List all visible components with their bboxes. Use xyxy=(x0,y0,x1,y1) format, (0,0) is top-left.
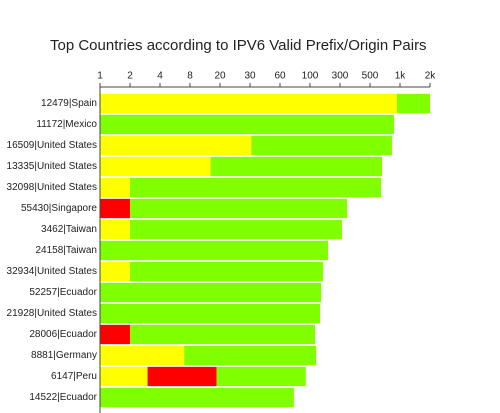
y-tick-label: 28006|Ecuador xyxy=(29,329,97,340)
y-tick-label: 14522|Ecuador xyxy=(29,392,97,403)
y-tick-label: 12479|Spain xyxy=(41,98,97,109)
bar-segment xyxy=(251,135,392,156)
y-tick-label: 3462|Taiwan xyxy=(41,224,97,235)
y-tick-label: 55430|Singapore xyxy=(21,203,97,214)
bar-segment xyxy=(100,345,185,366)
bar-segment xyxy=(100,282,322,303)
bar-segment xyxy=(100,135,252,156)
x-tick-label: 500 xyxy=(362,71,379,82)
x-tick-label: 2k xyxy=(425,71,437,82)
bar-segment xyxy=(210,156,383,177)
x-tick-label: 1k xyxy=(395,71,407,82)
y-tick-label: 32934|United States xyxy=(7,266,97,277)
bar-segment xyxy=(130,177,382,198)
bar-segment xyxy=(100,93,397,114)
y-tick-label: 32098|United States xyxy=(7,182,97,193)
x-tick-label: 4 xyxy=(157,71,163,82)
y-tick-label: 16509|United States xyxy=(7,140,97,151)
x-tick-label: 300 xyxy=(332,71,349,82)
y-tick-label: 13335|United States xyxy=(7,161,97,172)
x-tick-label: 1 xyxy=(97,71,103,82)
y-tick-label: 6147|Peru xyxy=(51,371,97,382)
bar-segment xyxy=(100,114,394,135)
bar-segment xyxy=(130,324,315,345)
y-tick-label: 21928|United States xyxy=(7,308,97,319)
y-tick-label: 8881|Germany xyxy=(31,350,97,361)
x-tick-label: 100 xyxy=(302,71,319,82)
x-tick-label: 2 xyxy=(127,71,133,82)
x-tick-label: 20 xyxy=(214,71,226,82)
bar-segment xyxy=(216,366,306,387)
bar-segment xyxy=(100,177,130,198)
bar-segment xyxy=(100,156,211,177)
x-tick-label: 60 xyxy=(274,71,286,82)
bar-segment xyxy=(100,387,294,408)
bar-segment xyxy=(100,261,130,282)
bar-segment xyxy=(184,345,317,366)
bar-segment xyxy=(100,219,130,240)
bar-segment xyxy=(396,93,430,114)
bar-segment xyxy=(147,366,217,387)
bar-segment xyxy=(130,219,342,240)
bar-segment xyxy=(100,198,130,219)
y-tick-label: 52257|Ecuador xyxy=(29,287,97,298)
y-tick-label: 24158|Taiwan xyxy=(35,245,97,256)
bar-segment xyxy=(130,198,348,219)
bar-segment xyxy=(100,303,320,324)
bar-segment xyxy=(100,240,328,261)
bar-segment xyxy=(100,324,130,345)
y-tick-label: 11172|Mexico xyxy=(36,119,97,130)
chart-title: Top Countries according to IPV6 Valid Pr… xyxy=(50,37,427,54)
x-tick-label: 8 xyxy=(187,71,193,82)
x-tick-label: 30 xyxy=(244,71,256,82)
bar-segment xyxy=(100,366,148,387)
bar-segment xyxy=(130,261,324,282)
